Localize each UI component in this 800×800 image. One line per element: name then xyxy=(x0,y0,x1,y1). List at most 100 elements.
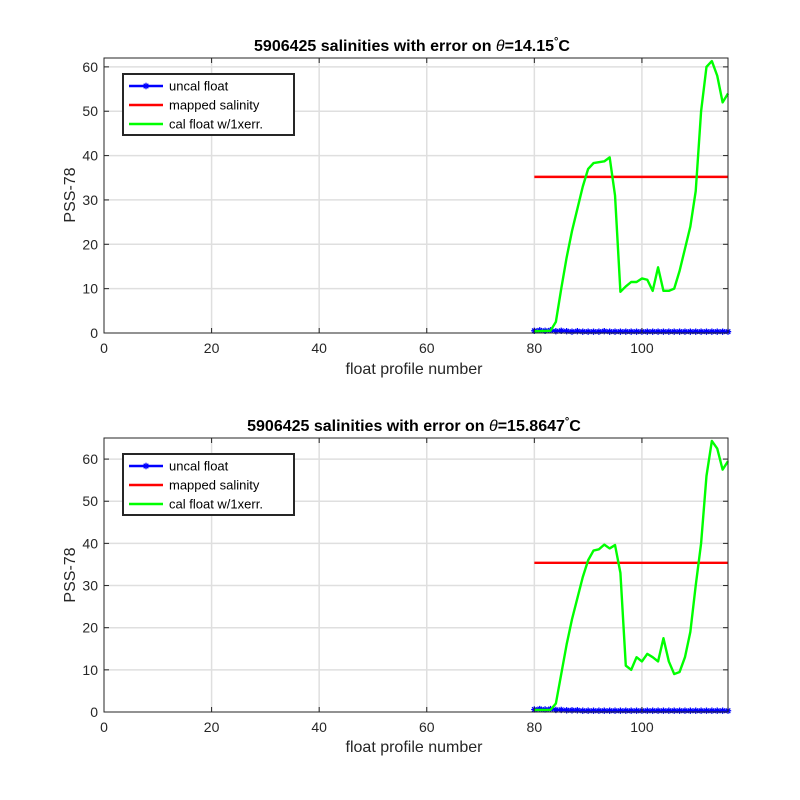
uncal-float-point xyxy=(617,707,624,714)
x-tick-label: 100 xyxy=(630,340,654,356)
uncal-float-point xyxy=(692,328,699,335)
uncal-float-point xyxy=(671,328,678,335)
uncal-float-point xyxy=(676,328,683,335)
x-axis-label: float profile number xyxy=(346,361,484,378)
uncal-float-point xyxy=(627,707,635,714)
uncal-float-point xyxy=(552,328,560,335)
uncal-float-point xyxy=(563,328,570,335)
series-group xyxy=(531,439,732,714)
x-tick-label: 0 xyxy=(100,340,108,356)
y-tick-label: 60 xyxy=(82,59,98,75)
y-tick-label: 20 xyxy=(82,620,98,636)
uncal-float-point xyxy=(552,706,560,714)
uncal-float-point xyxy=(687,707,694,714)
uncal-float-point xyxy=(584,328,592,335)
uncal-float-point xyxy=(676,707,683,714)
uncal-float-point xyxy=(574,328,581,335)
y-axis-label: PSS-78 xyxy=(62,167,79,222)
uncal-float-point xyxy=(654,707,662,714)
uncal-float-point xyxy=(719,328,726,335)
series-group xyxy=(531,59,732,335)
uncal-float-point xyxy=(665,328,673,335)
uncal-float-point xyxy=(563,707,570,714)
y-tick-label: 10 xyxy=(82,662,98,678)
x-tick-label: 100 xyxy=(630,719,654,735)
uncal-float-point xyxy=(654,328,662,335)
y-tick-label: 40 xyxy=(82,148,98,164)
x-tick-label: 40 xyxy=(311,719,327,735)
legend-label-uncal-float: uncal float xyxy=(169,459,229,474)
legend-label-uncal-float: uncal float xyxy=(169,79,229,94)
axes-box xyxy=(103,57,729,334)
uncal-float-point xyxy=(697,707,705,714)
x-tick-label: 60 xyxy=(419,719,435,735)
uncal-float-point xyxy=(590,707,597,714)
legend-label-cal-float-w-1xerr: cal float w/1xerr. xyxy=(169,117,263,132)
uncal-float-point xyxy=(568,328,576,335)
top-plot: 5906425 salinities with error on θ=14.15… xyxy=(62,36,732,378)
uncal-float-point xyxy=(649,707,656,714)
uncal-float-point xyxy=(601,328,608,335)
legend: uncal float mapped salinity cal float w/1x… xyxy=(122,73,295,136)
uncal-float-point xyxy=(714,707,721,714)
uncal-float-point xyxy=(703,328,710,335)
uncal-float-point xyxy=(622,707,629,714)
uncal-float-point xyxy=(574,707,581,714)
legend-label-mapped-salinity: mapped salinity xyxy=(169,478,260,493)
y-tick-label: 30 xyxy=(82,578,98,594)
uncal-float-point xyxy=(660,328,667,335)
uncal-float-point xyxy=(708,328,716,335)
cal-float-w-1xerr-line xyxy=(534,59,730,333)
uncal-float-point xyxy=(660,707,667,714)
legend-label-mapped-salinity: mapped salinity xyxy=(169,98,260,113)
axes-box xyxy=(103,437,729,713)
uncal-float-point xyxy=(595,328,603,335)
uncal-float-point xyxy=(665,707,673,714)
y-tick-label: 0 xyxy=(90,704,98,720)
legend: uncal float mapped salinity cal float w/1x… xyxy=(122,453,295,516)
uncal-float-point xyxy=(703,707,710,714)
x-tick-label: 20 xyxy=(204,719,220,735)
uncal-float-point xyxy=(579,328,586,335)
cal-float-w-1xerr-line xyxy=(534,439,730,712)
y-tick-label: 40 xyxy=(82,535,98,551)
uncal-float-point xyxy=(558,327,565,334)
x-tick-label: 80 xyxy=(527,719,543,735)
x-tick-label: 20 xyxy=(204,340,220,356)
plot-title: 5906425 salinities with error on θ=15.86… xyxy=(247,416,581,435)
uncal-float-point xyxy=(627,328,635,335)
uncal-float-point xyxy=(671,707,678,714)
plot-title: 5906425 salinities with error on θ=14.15… xyxy=(254,36,570,55)
uncal-float-point xyxy=(692,707,699,714)
uncal-float-point xyxy=(611,328,619,335)
uncal-float-point xyxy=(568,707,576,714)
uncal-float-point xyxy=(622,328,629,335)
uncal-float-point xyxy=(601,707,608,714)
axes-frame xyxy=(103,57,729,334)
y-axis-label: PSS-78 xyxy=(62,547,79,602)
y-tick-label: 50 xyxy=(82,103,98,119)
uncal-float-point xyxy=(606,707,613,714)
y-tick-label: 20 xyxy=(82,236,98,252)
legend-marker-uncal-float xyxy=(142,462,150,470)
y-tick-label: 30 xyxy=(82,192,98,208)
uncal-float-point xyxy=(708,707,716,714)
uncal-float-point xyxy=(595,707,603,714)
y-tick-label: 0 xyxy=(90,325,98,341)
uncal-float-point xyxy=(697,328,705,335)
uncal-float-point xyxy=(681,328,689,335)
uncal-float-point xyxy=(687,328,694,335)
x-tick-label: 60 xyxy=(419,340,435,356)
y-tick-label: 10 xyxy=(82,281,98,297)
tick-labels: 0 20 40 60 80 100 0 10 20 30 40 50 60 xyxy=(82,59,653,356)
uncal-float-point xyxy=(558,706,565,714)
tick-labels: 0 20 40 60 80 100 0 10 20 30 40 50 60 xyxy=(82,451,653,735)
y-tick-label: 50 xyxy=(82,493,98,509)
uncal-float-point xyxy=(617,328,624,335)
legend-label-cal-float-w-1xerr: cal float w/1xerr. xyxy=(169,497,263,512)
x-tick-label: 0 xyxy=(100,719,108,735)
legend-marker-uncal-float xyxy=(142,82,150,90)
uncal-float-point xyxy=(579,707,586,714)
uncal-float-point xyxy=(644,707,651,714)
